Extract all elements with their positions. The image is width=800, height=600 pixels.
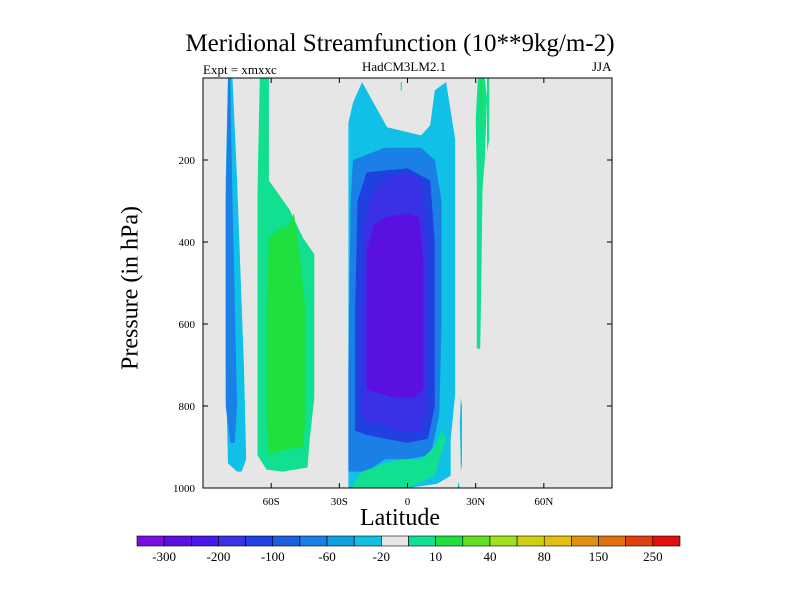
x-tick-label: 60S — [263, 496, 280, 508]
colorbar-swatch — [381, 535, 409, 547]
colorbar-swatch — [299, 535, 328, 547]
contour-regions — [203, 78, 612, 488]
colorbar-swatch — [218, 535, 246, 547]
colorbar-label: -300 — [152, 549, 176, 564]
contour-tiny-positive-spot — [400, 82, 402, 91]
colorbar-swatch — [543, 535, 572, 547]
colorbar-label: -100 — [261, 549, 285, 564]
colorbar-swatch — [245, 535, 274, 547]
colorbar-swatch — [408, 535, 436, 547]
season-label: JJA — [592, 59, 612, 74]
colorbar-swatch — [598, 535, 626, 547]
contour-northern-positive-strip-2 — [487, 78, 490, 152]
y-tick-label: 800 — [179, 401, 196, 413]
y-tick-label: 600 — [179, 319, 196, 331]
colorbar-swatch — [571, 535, 599, 547]
colorbar-label: 150 — [589, 549, 609, 564]
colorbar-label: 10 — [429, 549, 442, 564]
x-tick-label: 0 — [405, 496, 411, 508]
x-axis-label: Latitude — [360, 505, 440, 531]
contour-hadley-cell-surface-tongue — [350, 430, 447, 488]
model-label: HadCM3LM2.1 — [362, 59, 447, 74]
colorbar-label: -20 — [373, 549, 390, 564]
x-tick-label: 30N — [466, 496, 485, 508]
colorbar-swatch — [625, 535, 654, 547]
chart-title: Meridional Streamfunction (10**9kg/m-2) — [185, 30, 615, 57]
colorbar-label: 40 — [483, 549, 496, 564]
y-tick-label: 400 — [179, 237, 196, 249]
x-tick-label: 30S — [331, 496, 348, 508]
colorbar-label: -200 — [207, 549, 231, 564]
colorbar-swatch — [652, 535, 681, 547]
contour-hadley-cell-l5 — [366, 213, 424, 398]
colorbar-swatch — [353, 535, 382, 547]
colorbar-swatch — [326, 535, 355, 547]
colorbar-label: 80 — [538, 549, 551, 564]
colorbar-swatch — [191, 535, 219, 547]
contour-northern-fringe-tail — [457, 481, 460, 488]
contour-southern-cell-core — [225, 78, 238, 443]
colorbar-swatch — [272, 535, 301, 547]
colorbar-swatch — [136, 535, 165, 547]
contour-northern-positive-strip — [475, 78, 487, 349]
colorbar-swatch — [462, 535, 491, 547]
colorbar-label: 250 — [643, 549, 663, 564]
x-tick-label: 60N — [534, 496, 553, 508]
y-tick-label: 200 — [179, 155, 196, 167]
experiment-label: Expt = xmxxc — [203, 62, 277, 77]
axes: 60S 30S 0 30N 60N 200 400 600 800 1000 — [173, 78, 612, 508]
colorbar-swatch — [163, 535, 192, 547]
y-tick-label: 1000 — [173, 483, 196, 495]
colorbar-swatch — [435, 535, 464, 547]
colorbar-swatch — [516, 535, 545, 547]
contour-northern-positive-core — [480, 78, 483, 140]
colorbar-swatch — [489, 535, 518, 547]
contour-southern-positive-core — [266, 213, 306, 456]
colorbar: -300 -200 -100 -60 -20 10 40 80 150 250 — [136, 535, 681, 564]
colorbar-label: -60 — [318, 549, 335, 564]
contour-northern-fringe-left — [459, 397, 462, 472]
